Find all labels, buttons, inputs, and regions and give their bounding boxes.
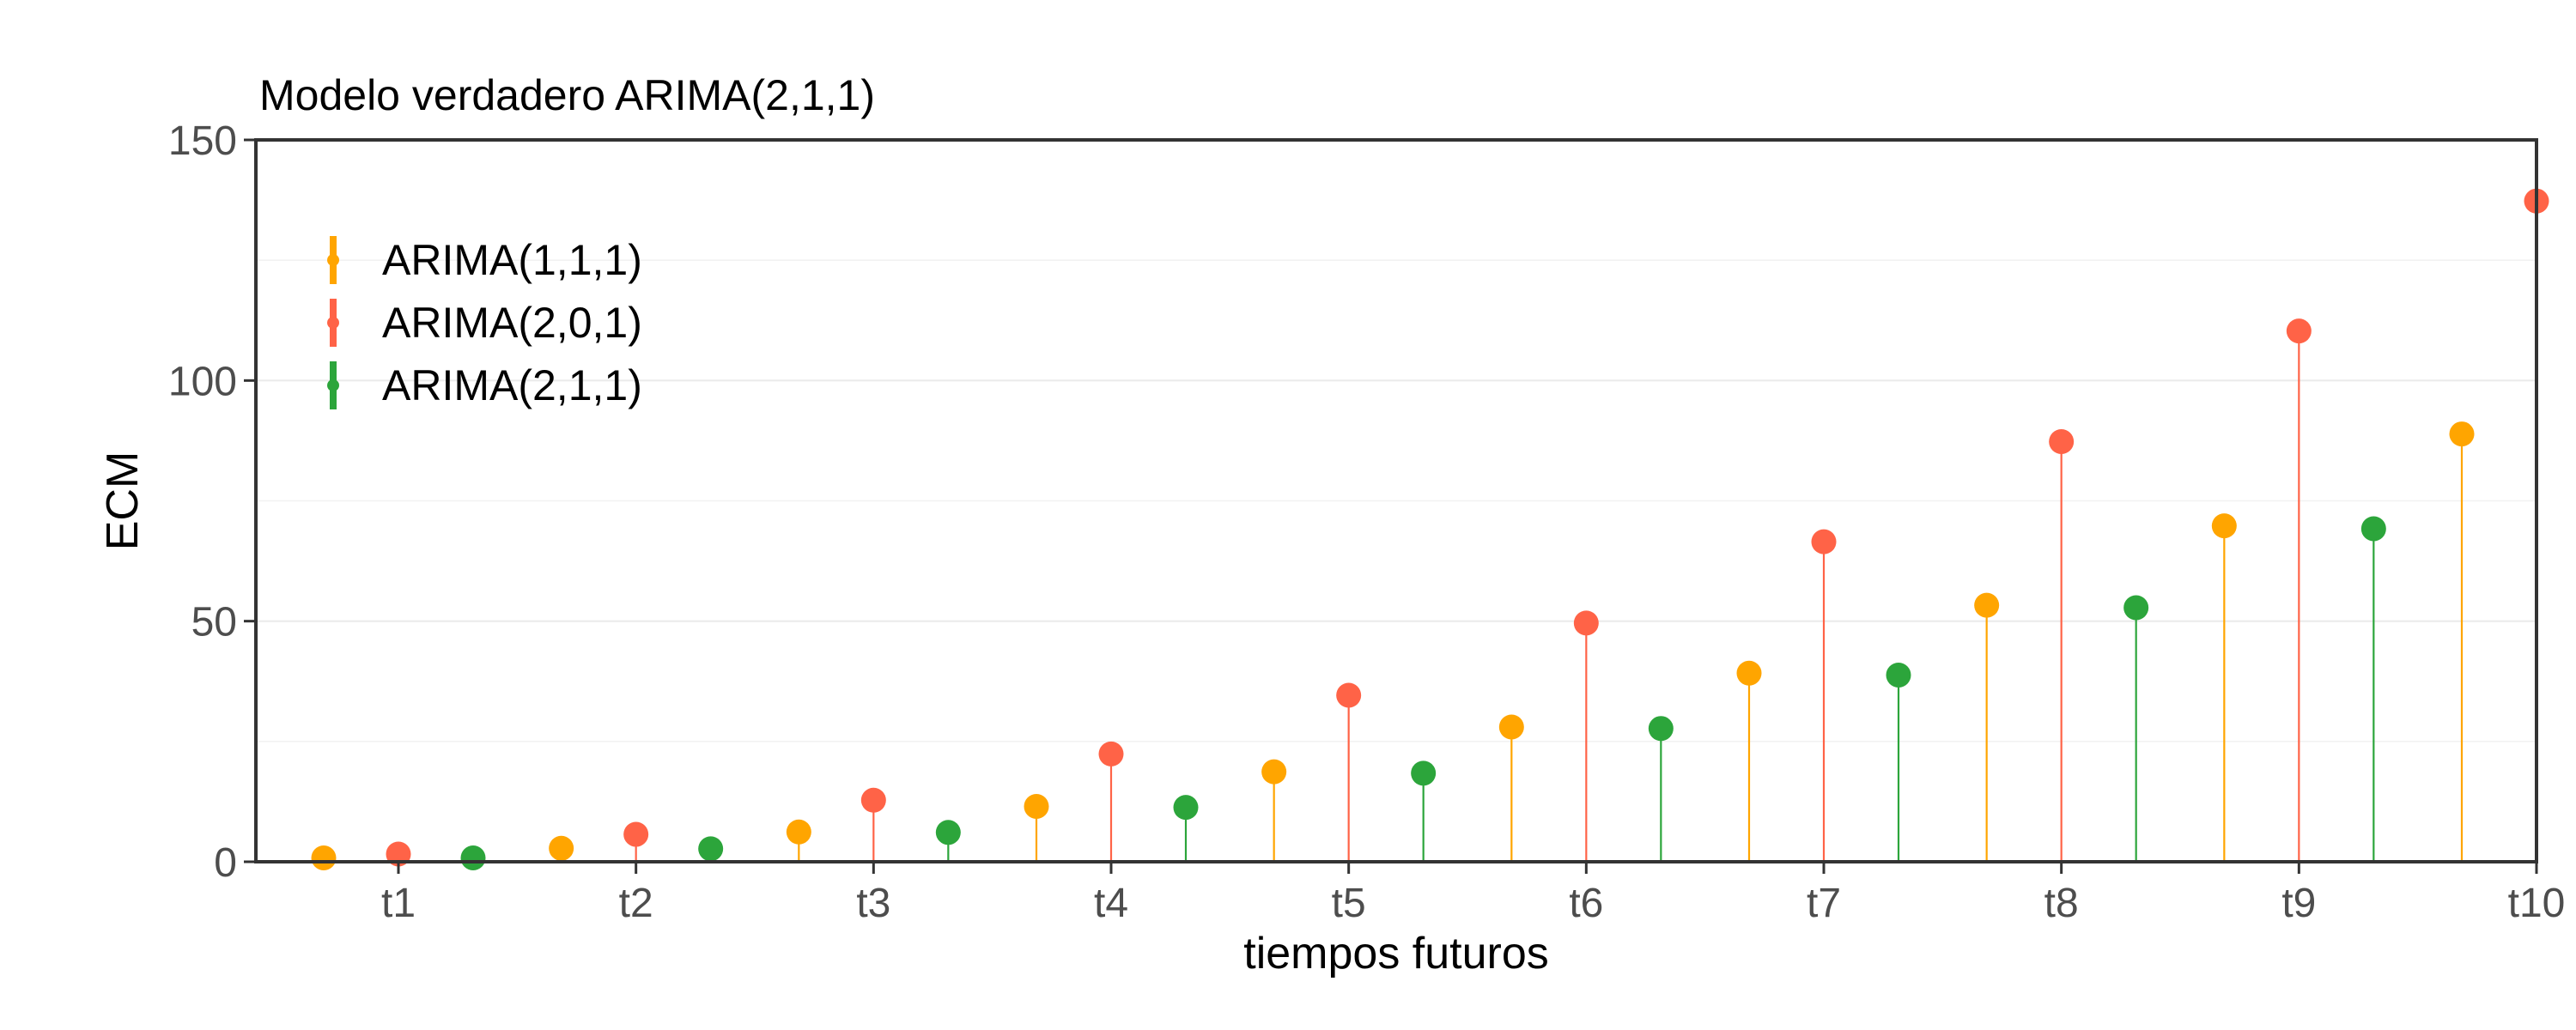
lollipop-point: [1098, 741, 1124, 766]
x-tick-label: t1: [381, 881, 416, 926]
x-tick-label: t2: [619, 881, 653, 926]
y-tick-label: 150: [168, 118, 237, 164]
series-1: [311, 421, 2475, 871]
legend: ARIMA(1,1,1) ARIMA(2,0,1) ARIMA(2,1,1): [327, 236, 642, 409]
lollipop-point: [1974, 592, 2000, 618]
y-tick-label: 0: [214, 840, 237, 886]
lollipop-point: [460, 845, 486, 871]
legend-key-point: [327, 254, 339, 266]
x-tick-label: t3: [856, 881, 890, 926]
lollipop-point: [1811, 529, 1837, 554]
lollipop-point: [786, 819, 811, 845]
lollipop-point: [1573, 610, 1599, 636]
plot-panel-border: [254, 138, 2538, 863]
lollipop-point: [1736, 660, 1762, 686]
lollipop-point: [935, 820, 961, 845]
lollipop-point: [860, 787, 886, 813]
lollipop-point: [2449, 421, 2475, 447]
lollipop-point: [311, 845, 337, 871]
lollipop-point: [1024, 794, 1049, 820]
y-tick-label: 50: [191, 600, 237, 645]
lollipop-point: [1173, 795, 1199, 821]
legend-key-point: [327, 317, 339, 329]
legend-item: ARIMA(2,1,1): [327, 361, 642, 409]
plot-marks: [311, 188, 2549, 871]
x-tick-label: t5: [1332, 881, 1366, 926]
lollipop-point: [698, 836, 724, 862]
lollipop-point: [2286, 318, 2312, 344]
x-tick-label: t6: [1569, 881, 1603, 926]
chart-title: Modelo verdadero ARIMA(2,1,1): [259, 71, 875, 119]
legend-label: ARIMA(1,1,1): [382, 236, 642, 284]
lollipop-point: [2360, 516, 2386, 542]
lollipop-point: [623, 821, 649, 847]
lollipop-point: [1886, 662, 1911, 688]
legend-item: ARIMA(2,0,1): [327, 299, 642, 347]
lollipop-point: [1261, 759, 1287, 785]
x-axis-title: tiempos futuros: [1243, 929, 1549, 978]
lollipop-point: [549, 835, 574, 861]
x-tick-label: t10: [2508, 881, 2566, 926]
legend-label: ARIMA(2,0,1): [382, 299, 642, 347]
x-tick-label: t8: [2044, 881, 2079, 926]
lollipop-point: [2211, 513, 2237, 539]
lollipop-point: [1411, 760, 1437, 786]
x-tick-label: t9: [2281, 881, 2316, 926]
lollipop-point: [1498, 714, 1524, 740]
legend-item: ARIMA(1,1,1): [327, 236, 642, 284]
legend-label: ARIMA(2,1,1): [382, 361, 642, 409]
lollipop-point: [1336, 682, 1362, 708]
series-3: [460, 516, 2386, 871]
legend-key-point: [327, 379, 339, 391]
lollipop-point: [2123, 595, 2149, 621]
x-tick-label: t4: [1094, 881, 1128, 926]
y-axis-title: ECM: [98, 451, 148, 551]
y-tick-label: 100: [168, 359, 237, 404]
lollipop-point: [1648, 716, 1674, 742]
lollipop-point: [2049, 429, 2075, 455]
x-tick-label: t7: [1807, 881, 1841, 926]
axes: 0 50 100 150 t1 t2 t3 t4 t5 t6 t7 t8 t9 t10: [168, 118, 2565, 926]
